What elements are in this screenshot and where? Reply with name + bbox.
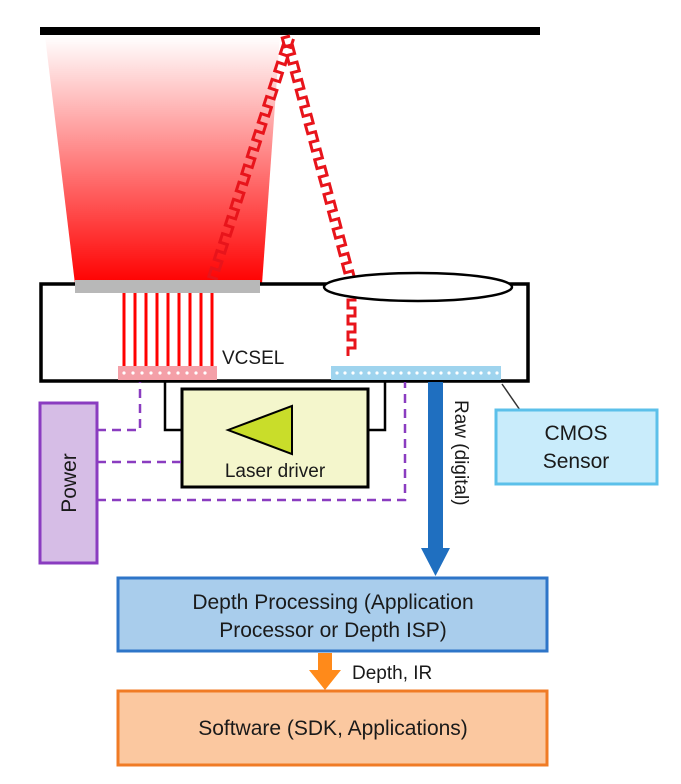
raw-data-arrow-shaft — [428, 382, 443, 548]
cmos-sensor-label-1: CMOS — [545, 422, 608, 445]
depth-ir-label: Depth, IR — [352, 663, 432, 684]
cmos-pixel-dot — [407, 371, 411, 375]
cmos-pixel-dot — [391, 371, 395, 375]
cmos-leader-line — [501, 383, 521, 411]
vcsel-dot — [185, 371, 189, 375]
cmos-pixel-dot — [479, 371, 483, 375]
software-box — [116, 689, 549, 767]
vcsel-dot — [140, 371, 144, 375]
power-wires — [97, 382, 407, 502]
reflected-signal-wave — [280, 34, 357, 356]
cmos-pixel-dot — [447, 371, 451, 375]
cmos-pixel-dot — [431, 371, 435, 375]
raw-digital-label: Raw (digital) — [450, 400, 471, 506]
vcsel-dot — [176, 371, 180, 375]
module-housing — [39, 282, 530, 383]
vcsel-dot — [167, 371, 171, 375]
depth-processing-box — [116, 576, 549, 653]
depth-processing-label-1: Depth Processing (Application — [192, 591, 473, 614]
cmos-pixel-dot — [439, 371, 443, 375]
cmos-pixel-dot — [367, 371, 371, 375]
cmos-pixel-dot — [463, 371, 467, 375]
vcsel-dot — [131, 371, 135, 375]
vcsel-dot — [122, 371, 126, 375]
cmos-pixel-dot — [423, 371, 427, 375]
cmos-pixel-dot — [495, 371, 499, 375]
cmos-pixel-dot — [487, 371, 491, 375]
cmos-pixel-dot — [471, 371, 475, 375]
vcsel-dot — [194, 371, 198, 375]
cmos-pixel-dot — [455, 371, 459, 375]
cmos-sensor-label-2: Sensor — [543, 450, 610, 473]
raw-data-arrowhead — [421, 548, 450, 576]
vcsel-emitters — [122, 293, 214, 366]
cmos-pixel-dot — [343, 371, 347, 375]
vcsel-dot — [149, 371, 153, 375]
power-box — [38, 401, 99, 565]
software-label: Software (SDK, Applications) — [198, 717, 468, 740]
outgoing-signal-wave — [205, 38, 295, 290]
illumination-beam — [45, 36, 280, 284]
target-surface — [40, 27, 540, 35]
cmos-sensor-box — [494, 408, 659, 486]
depth-ir-arrow-shaft — [318, 653, 332, 672]
depth-processing-label-2: Processor or Depth ISP) — [219, 619, 447, 642]
vcsel-dot — [158, 371, 162, 375]
vcsel-label: VCSEL — [222, 348, 284, 369]
diffuser-window — [75, 280, 260, 293]
power-label: Power — [58, 453, 81, 513]
cmos-pixel-dot — [375, 371, 379, 375]
cmos-pixel-dots — [335, 371, 499, 375]
cmos-pixel-dot — [415, 371, 419, 375]
cmos-pixel-dot — [335, 371, 339, 375]
vcsel-array-dots — [122, 371, 207, 375]
laser-driver-label: Laser driver — [225, 461, 326, 482]
cmos-pixel-dot — [351, 371, 355, 375]
depth-ir-arrowhead — [309, 670, 341, 690]
lens — [322, 271, 514, 303]
vcsel-dot — [203, 371, 207, 375]
cmos-pixel-dot — [359, 371, 363, 375]
cmos-pixel-dot — [399, 371, 403, 375]
amplifier-triangle-icon — [225, 404, 293, 456]
cmos-pixel-dot — [383, 371, 387, 375]
